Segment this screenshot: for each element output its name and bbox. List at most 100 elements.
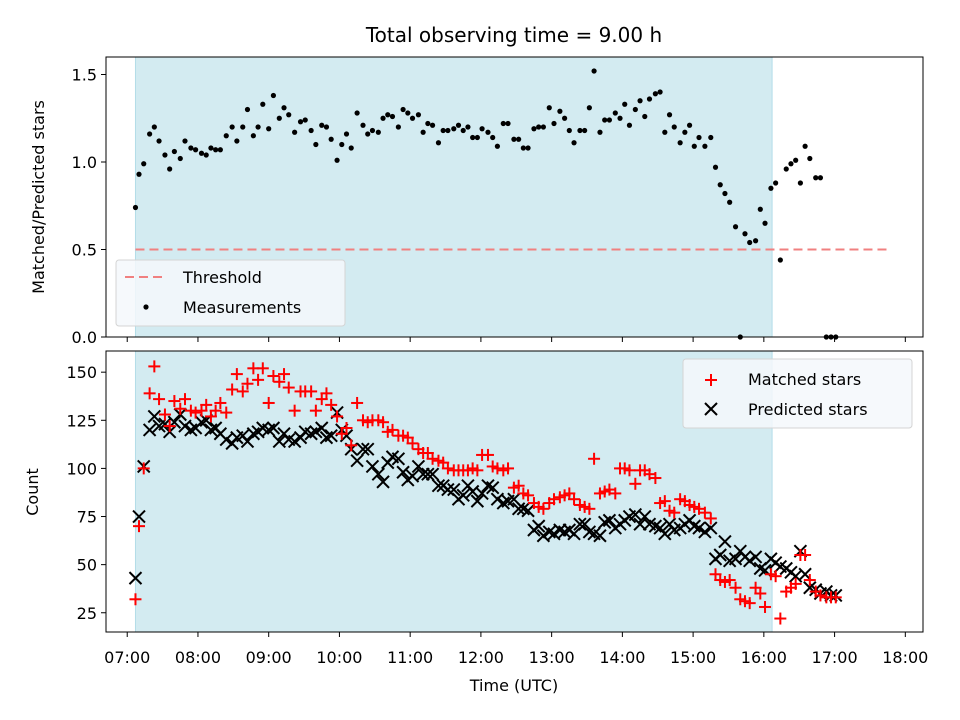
x-tick-label: 13:00 [529,648,575,667]
matched-stars-point [351,396,364,409]
predicted-stars-point [658,527,672,541]
measurement-point [415,112,422,118]
measurement-point [400,106,406,113]
measurement-point [531,126,537,132]
matched-stars-point [288,404,301,417]
matched-stars-point [220,406,233,419]
predicted-stars-point [593,529,607,543]
matched-stars-point [262,396,275,409]
measurement-point [566,127,572,134]
measurement-point [671,124,677,130]
measurement-point [425,120,431,127]
measurement-point [369,127,376,134]
measurement-point [802,143,808,149]
measurement-point [813,175,819,181]
matched-stars-point [309,404,322,417]
matched-stars-point [512,479,525,492]
y-tick-label: 0.0 [72,328,97,347]
predicted-stars-point [350,453,364,468]
matched-stars-point [137,462,150,475]
matched-stars-point [406,437,419,450]
matched-stars-point [658,495,671,508]
matched-stars-point [568,493,581,506]
matched-stars-point [814,589,827,602]
measurement-point [702,143,708,149]
measurement-point [494,143,501,149]
measurement-point [742,231,748,237]
predicted-stars-point [147,409,162,424]
x-tick-label: 15:00 [670,648,716,667]
predicted-stars-point [411,459,426,474]
matched-stars-point [704,512,717,525]
measurement-point [389,113,396,120]
matched-stars-point [754,587,767,600]
predicted-stars-point [142,423,157,437]
measurement-point [536,124,542,130]
y-tick-label: 150 [66,363,97,382]
bottom-y-axis: 25 50 75 100 125 150 [66,363,106,623]
measurement-point [662,129,668,135]
measurement-point [132,204,139,211]
measurement-point [817,175,824,181]
count-panel: 25 50 75 100 125 150 07:00 08:00 09:00 10:00 11:0… [23,350,928,695]
measurement-point [281,105,287,111]
predicted-stars-point [742,554,757,568]
measurement-point [343,131,350,137]
measurement-point [266,126,272,132]
measurement-point [732,224,739,230]
measurement-point [520,145,526,151]
measurement-point [525,145,531,151]
top-y-axis: 0.0 0.5 1.0 1.5 [72,66,106,347]
measurement-point [395,124,401,130]
measurement-point [479,126,485,132]
measurement-point [686,122,693,128]
predicted-stars-point [567,527,581,541]
x-tick-label: 09:00 [246,648,292,667]
y-tick-label: 50 [77,556,97,575]
legend-matched-swatch [705,374,717,386]
measurement-point [773,180,779,186]
matched-stars-point [214,396,227,409]
matched-stars-point [209,404,222,417]
measurement-point [807,155,813,162]
measurement-point [213,147,219,153]
matched-stars-point [481,448,494,461]
measurement-point [691,143,697,149]
measurement-point [617,115,623,121]
measurements-series [132,68,839,340]
matched-stars-point [153,393,166,406]
matched-stars-point [491,462,504,475]
measurement-point [451,126,457,132]
matched-stars-point [609,487,622,500]
observing-window-shading [134,350,773,633]
predicted-stars-point [178,419,192,433]
predicted-stars-point [633,517,647,531]
matched-stars-point [769,570,782,583]
matched-stars-point [168,395,181,408]
measurement-point [485,129,491,135]
y-tick-label: 75 [77,508,97,527]
matched-stars-point [522,489,535,502]
measurement-point [375,129,381,135]
measurement-point [752,238,759,244]
top-legend-box [115,259,346,327]
y-tick-label: 25 [77,604,97,623]
ratio-panel: 0.0 0.5 1.0 1.5 Matched/Predicted stars Thr… [29,56,924,347]
predicted-stars-point [361,442,375,456]
matched-stars-point [129,593,142,606]
matched-stars-point [829,591,842,604]
measurement-point [505,120,511,127]
measurement-point [188,145,194,151]
measurement-point [334,157,340,163]
measurement-point [460,127,466,134]
measurement-point [546,105,552,111]
measurement-point [328,136,334,142]
measurement-point [762,220,768,226]
y-tick-label: 1.0 [72,153,97,172]
measurement-point [297,119,304,125]
predicted-stars-point [573,517,587,531]
matched-stars-point [502,462,515,475]
measurement-point [244,106,251,113]
measurement-point [229,124,235,130]
predicted-stars-point [425,467,440,481]
